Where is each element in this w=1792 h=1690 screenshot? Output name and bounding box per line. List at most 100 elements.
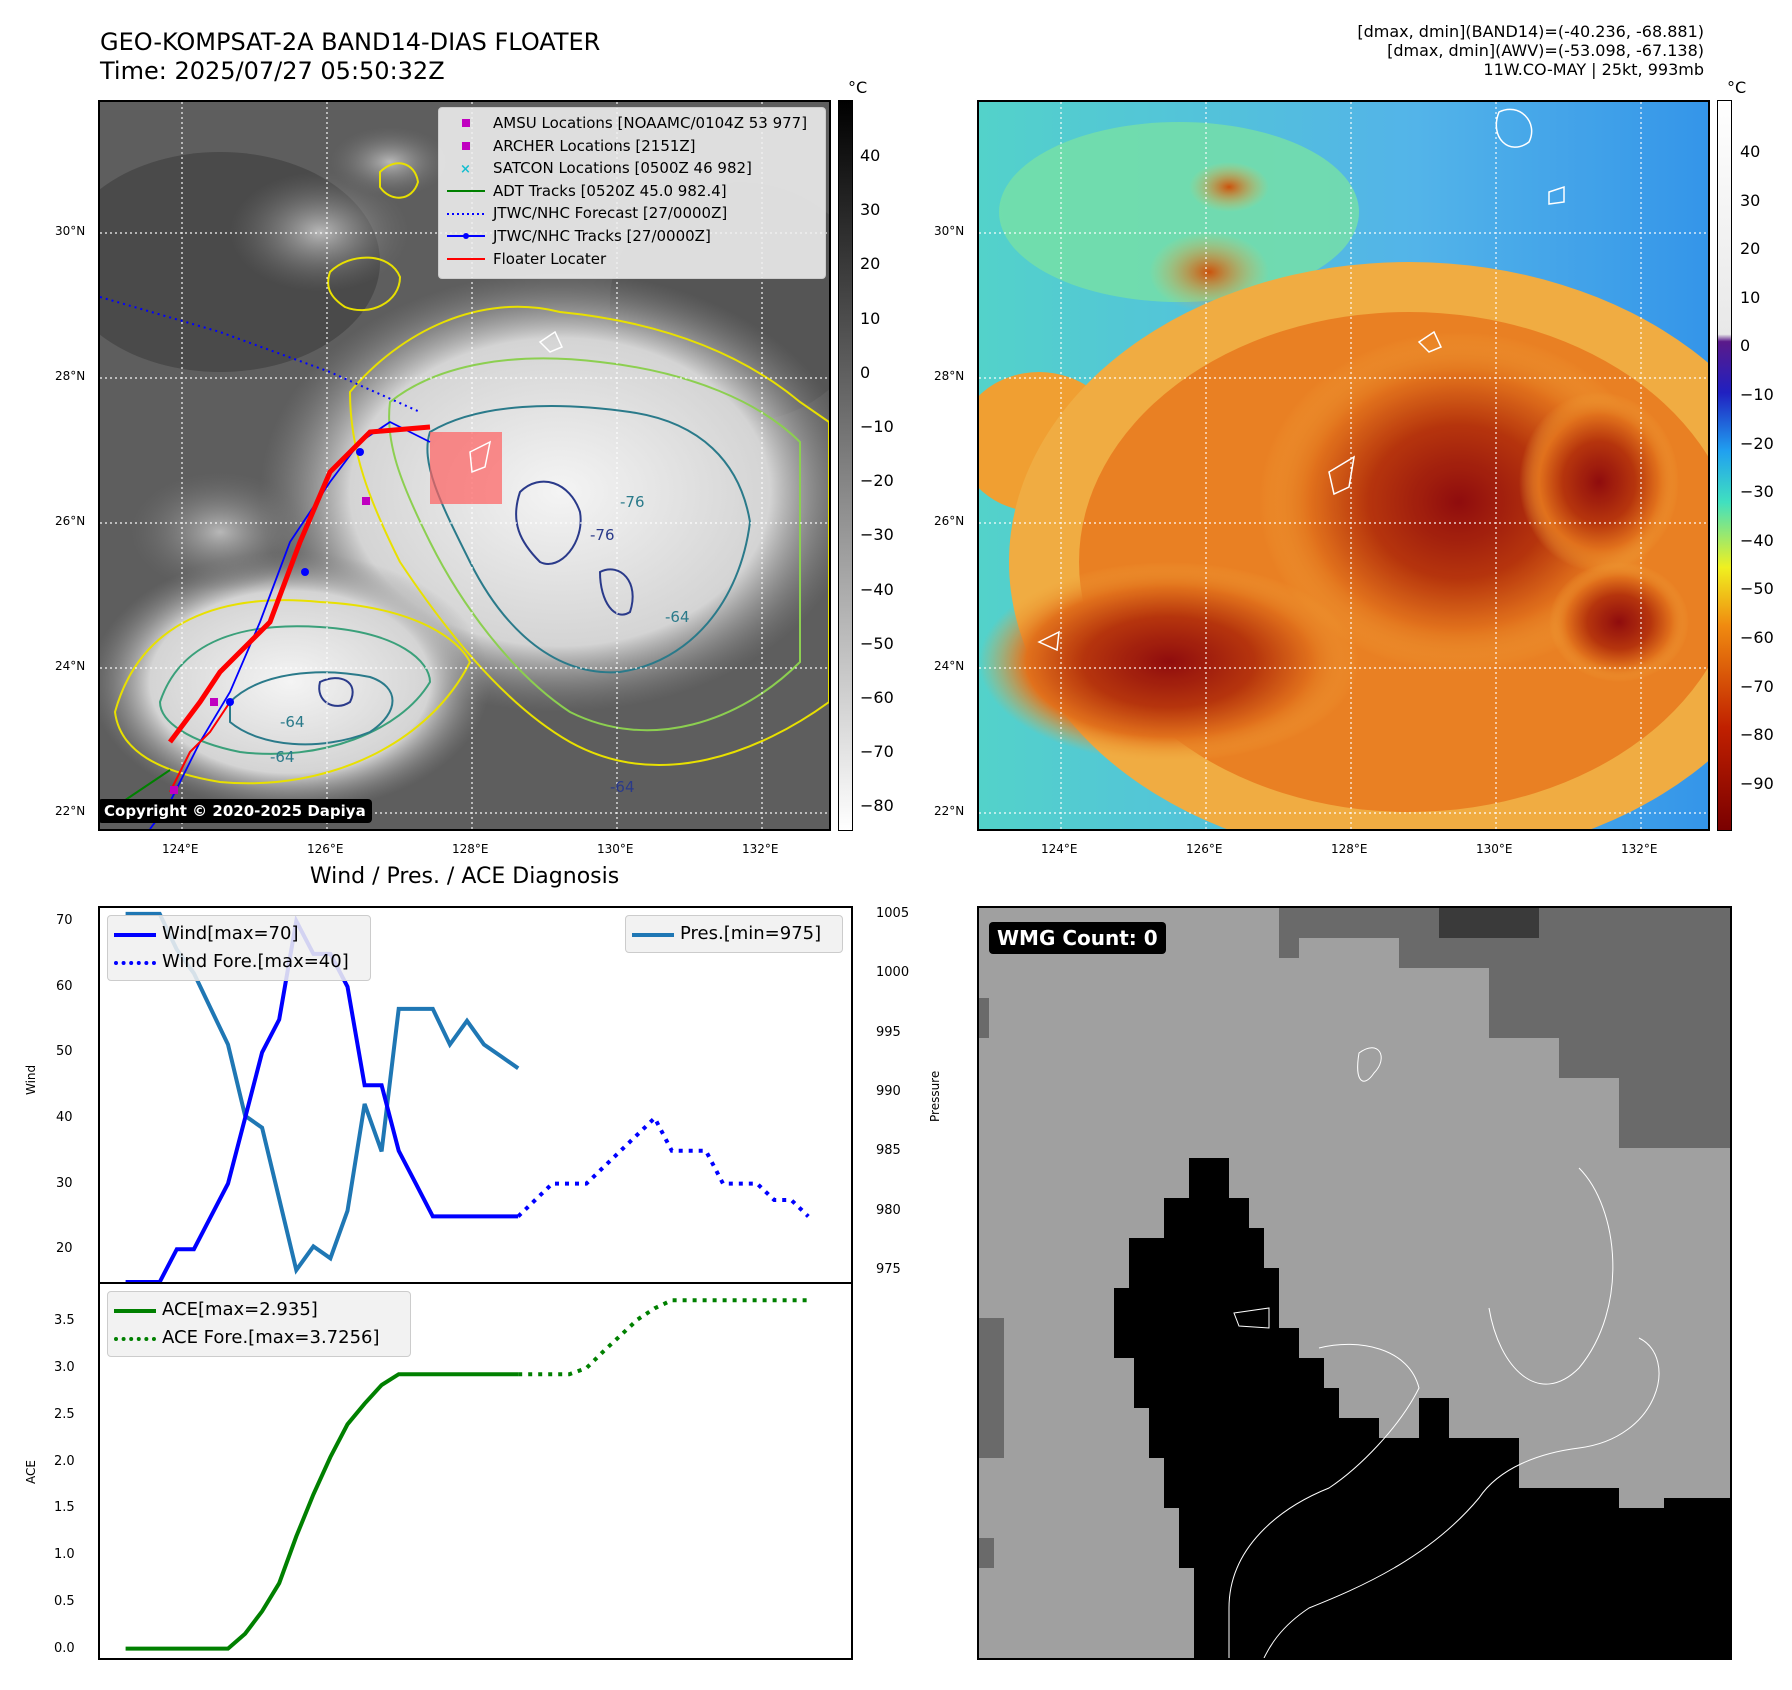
lat-label: 30°N: [934, 224, 965, 238]
wv-colorbar-tick: −50: [1740, 579, 1774, 599]
wv-colorbar-tick: 10: [1740, 287, 1761, 307]
wv-colorbar-tick: −90: [1740, 773, 1774, 793]
ir-colorbar-tick: −40: [860, 579, 894, 599]
contour-label: -76: [620, 493, 645, 511]
ace-tick-label: 0.5: [54, 1593, 75, 1609]
legend-entry: Floater Locater: [445, 248, 819, 271]
wv-colorbar-tick: −70: [1740, 676, 1774, 696]
lon-label: 126°E: [307, 842, 344, 856]
wind-tick-label: 40: [56, 1109, 73, 1125]
legend-label: ARCHER Locations [2151Z]: [493, 136, 696, 155]
pressure-tick-label: 1005: [876, 905, 910, 921]
meta-line1: [dmax, dmin](BAND14)=(-40.236, -68.881): [1357, 22, 1704, 41]
meta-line2: [dmax, dmin](AWV)=(-53.098, -67.138): [1387, 41, 1704, 60]
wind-tick-label: 20: [56, 1241, 73, 1257]
ir-colorbar-tick: −50: [860, 633, 894, 653]
legend-label: JTWC/NHC Forecast [27/0000Z]: [493, 204, 728, 223]
legend-swatch: [445, 251, 487, 267]
lat-label: 28°N: [55, 369, 86, 383]
legend-label: AMSU Locations [NOAAMC/0104Z 53 977]: [493, 114, 808, 132]
contour-label: -64: [280, 713, 305, 731]
ir-colorbar-tick: −70: [860, 742, 894, 762]
legend-swatch: [445, 183, 487, 199]
ir-colorbar-tick: 10: [860, 308, 881, 328]
pressure-tick-label: 1000: [876, 965, 910, 981]
ace-tick-label: 2.5: [54, 1406, 75, 1422]
wmg-image: [979, 908, 1730, 1658]
ace-tick-label: 1.5: [54, 1500, 75, 1516]
lat-label: 26°N: [934, 514, 965, 528]
ir-colorbar-tick: −10: [860, 417, 894, 436]
ace-series-line: [125, 1372, 519, 1651]
legend-label: SATCON Locations [0500Z 46 982]: [493, 159, 752, 178]
wmg-panel: WMG Count: 0: [977, 906, 1732, 1660]
wind-tick-label: 50: [56, 1044, 73, 1060]
copyright-label: Copyright © 2020-2025 Dapiya: [100, 799, 372, 823]
wv-colorbar-tick: 0: [1740, 336, 1751, 356]
wv-colorbar-tick: 40: [1740, 142, 1761, 161]
lat-label: 22°N: [55, 804, 86, 818]
lon-label: 126°E: [1186, 842, 1223, 856]
ir-colorbar-tick: −80: [860, 796, 894, 816]
wind-tick-label: 60: [56, 978, 73, 994]
lon-label: 132°E: [742, 842, 779, 856]
wind-legend: Wind[max=70] Wind Fore.[max=40]: [107, 915, 371, 981]
lat-label: 22°N: [934, 804, 965, 818]
legend-swatch: [445, 228, 487, 244]
wv-map-panel: [977, 100, 1710, 831]
legend-entry: JTWC/NHC Tracks [27/0000Z]: [445, 225, 819, 248]
figure-title-line2: Time: 2025/07/27 05:50:32Z: [100, 57, 445, 85]
legend-label: Floater Locater: [493, 249, 607, 268]
contour-label: -64: [665, 608, 690, 626]
wv-colorbar-tick: 30: [1740, 190, 1761, 210]
pressure-tick-label: 975: [876, 1262, 901, 1278]
legend-label: JTWC/NHC Tracks [27/0000Z]: [493, 226, 711, 245]
wv-colorbar: [1717, 100, 1732, 831]
wind-tick-label: 70: [56, 913, 73, 929]
wv-colorbar-tick: −40: [1740, 530, 1774, 550]
ir-colorbar-tick: −60: [860, 688, 894, 707]
wind-forecast-series-line: [516, 1114, 810, 1218]
ace-tick-label: 0.0: [54, 1640, 75, 1656]
wv-map-image: [979, 102, 1708, 829]
lon-label: 130°E: [1476, 842, 1513, 856]
wv-colorbar-tick: −60: [1740, 628, 1774, 647]
lat-label: 24°N: [934, 659, 965, 673]
ir-colorbar-tick: −30: [860, 525, 894, 545]
ir-colorbar-unit: °C: [848, 78, 868, 97]
ir-colorbar-tick: 40: [860, 146, 881, 165]
lon-label: 128°E: [452, 842, 489, 856]
ace-tick-label: 3.0: [54, 1360, 75, 1376]
wind-pressure-panel: Wind[max=70] Wind Fore.[max=40] Pres.[mi…: [98, 906, 853, 1284]
ir-colorbar-tick: 0: [860, 362, 871, 382]
lat-label: 28°N: [934, 369, 965, 383]
ir-legend: AMSU Locations [NOAAMC/0104Z 53 977] ARCH…: [438, 107, 826, 279]
pressure-tick-label: 990: [876, 1084, 901, 1100]
lat-label: 30°N: [55, 224, 86, 238]
legend-swatch: [445, 115, 487, 131]
wmg-count-badge: WMG Count: 0: [989, 922, 1166, 954]
legend-entry: AMSU Locations [NOAAMC/0104Z 53 977]: [445, 112, 819, 135]
wv-colorbar-unit: °C: [1727, 78, 1747, 97]
contour-label: -64: [610, 778, 635, 796]
contour-label: -76: [590, 526, 615, 544]
legend-entry: JTWC/NHC Forecast [27/0000Z]: [445, 202, 819, 225]
ace-tick-label: 3.5: [54, 1313, 75, 1329]
svg-text:×: ×: [460, 162, 471, 176]
wind-tick-label: 30: [56, 1175, 73, 1191]
ir-colorbar-tick: −20: [860, 471, 894, 491]
pressure-tick-label: 995: [876, 1024, 901, 1040]
ace-legend: ACE[max=2.935] ACE Fore.[max=3.7256]: [107, 1291, 411, 1357]
lon-label: 132°E: [1621, 842, 1658, 856]
pressure-legend: Pres.[min=975]: [625, 915, 843, 953]
legend-swatch: [445, 138, 487, 154]
pressure-axis-label: Pressure: [928, 1070, 942, 1122]
ir-colorbar: [838, 100, 853, 831]
ir-colorbar-tick: 30: [860, 200, 881, 220]
wv-colorbar-tick: 20: [1740, 239, 1761, 259]
contour-label: -64: [270, 748, 295, 766]
lon-label: 128°E: [1331, 842, 1368, 856]
ace-axis-label: ACE: [24, 1460, 38, 1484]
legend-label: ADT Tracks [0520Z 45.0 982.4]: [493, 181, 727, 200]
lat-label: 26°N: [55, 514, 86, 528]
